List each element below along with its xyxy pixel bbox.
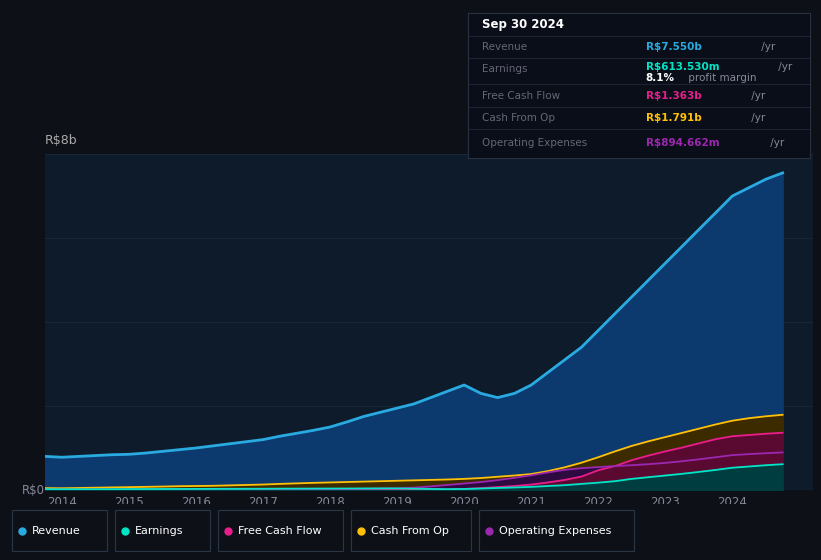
- FancyBboxPatch shape: [12, 510, 107, 551]
- Text: Cash From Op: Cash From Op: [371, 526, 449, 535]
- Text: R$894.662m: R$894.662m: [645, 138, 719, 148]
- FancyBboxPatch shape: [479, 510, 634, 551]
- Text: R$7.550b: R$7.550b: [645, 41, 701, 52]
- FancyBboxPatch shape: [351, 510, 471, 551]
- Text: Free Cash Flow: Free Cash Flow: [238, 526, 322, 535]
- Text: /yr: /yr: [767, 138, 784, 148]
- FancyBboxPatch shape: [218, 510, 343, 551]
- Text: R$1.791b: R$1.791b: [645, 113, 701, 123]
- Text: profit margin: profit margin: [685, 73, 756, 83]
- Text: R$8b: R$8b: [45, 134, 78, 147]
- Text: Revenue: Revenue: [482, 41, 527, 52]
- Text: 8.1%: 8.1%: [645, 73, 675, 83]
- Text: /yr: /yr: [748, 91, 765, 101]
- Text: Free Cash Flow: Free Cash Flow: [482, 91, 560, 101]
- Text: /yr: /yr: [759, 41, 776, 52]
- Text: R$0: R$0: [21, 483, 44, 497]
- Text: Operating Expenses: Operating Expenses: [482, 138, 587, 148]
- Text: Sep 30 2024: Sep 30 2024: [482, 18, 564, 31]
- Text: R$613.530m: R$613.530m: [645, 62, 719, 72]
- Text: Cash From Op: Cash From Op: [482, 113, 555, 123]
- Text: R$1.363b: R$1.363b: [645, 91, 701, 101]
- Text: Earnings: Earnings: [135, 526, 184, 535]
- Text: /yr: /yr: [775, 62, 792, 72]
- Text: /yr: /yr: [748, 113, 765, 123]
- Text: Operating Expenses: Operating Expenses: [499, 526, 612, 535]
- Text: Revenue: Revenue: [32, 526, 80, 535]
- Text: Earnings: Earnings: [482, 64, 527, 74]
- FancyBboxPatch shape: [115, 510, 210, 551]
